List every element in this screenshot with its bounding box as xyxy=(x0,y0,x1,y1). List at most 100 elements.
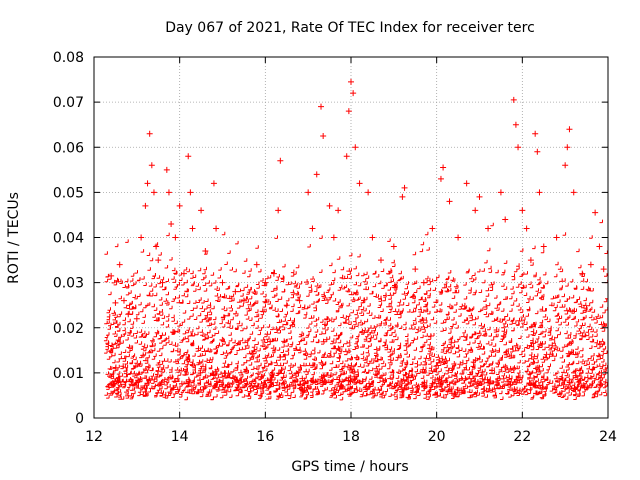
data-point xyxy=(318,103,325,110)
data-point xyxy=(189,225,196,232)
data-point xyxy=(150,189,157,196)
data-point xyxy=(180,270,187,277)
data-point xyxy=(497,189,504,196)
data-point xyxy=(253,261,260,268)
data-point xyxy=(277,157,284,164)
data-point xyxy=(570,189,577,196)
data-point xyxy=(116,261,123,268)
y-tick-label: 0.06 xyxy=(53,140,84,156)
data-point xyxy=(587,261,594,268)
x-tick-label: 16 xyxy=(256,429,274,445)
data-point xyxy=(390,243,397,250)
data-point xyxy=(472,207,479,214)
data-point xyxy=(142,202,149,209)
data-point xyxy=(275,207,282,214)
data-point xyxy=(534,148,541,155)
axes xyxy=(93,56,609,419)
data-point xyxy=(401,184,408,191)
data-point xyxy=(138,234,145,241)
data-point xyxy=(348,78,354,85)
data-point xyxy=(600,266,607,273)
data-point xyxy=(270,270,277,277)
y-tick-label: 0.03 xyxy=(53,276,84,292)
x-tick-label: 14 xyxy=(171,429,189,445)
data-point xyxy=(165,189,172,196)
data-point xyxy=(592,209,599,216)
y-tick-label: 0.07 xyxy=(53,95,84,111)
data-point xyxy=(313,171,320,178)
data-point xyxy=(527,257,534,264)
data-point xyxy=(146,130,153,137)
data-point xyxy=(108,272,115,279)
y-tick-label: 0.02 xyxy=(53,321,84,337)
y-tick-label: 0.04 xyxy=(53,231,84,247)
data-point xyxy=(163,166,170,173)
y-axis-label: ROTI / TECUs xyxy=(6,192,22,284)
data-point xyxy=(523,225,530,232)
y-tick-label: 0.08 xyxy=(53,50,84,66)
data-point xyxy=(512,121,519,128)
data-point xyxy=(213,225,220,232)
data-point xyxy=(440,164,447,171)
data-point xyxy=(566,126,573,133)
data-point xyxy=(377,257,384,264)
data-point xyxy=(219,279,226,286)
data-point xyxy=(420,279,427,286)
data-point xyxy=(553,234,560,241)
data-point xyxy=(519,207,526,214)
chart-title: Day 067 of 2021, Rate Of TEC Index for r… xyxy=(165,20,535,36)
x-axis-label: GPS time / hours xyxy=(291,459,408,475)
data-point xyxy=(185,153,192,160)
data-point xyxy=(437,175,444,182)
y-tick-label: 0 xyxy=(75,411,84,427)
tick-labels: 12 14 16 18 20 22 24 0 0.01 0.02 0.03 0.04 0.05 0.06 0… xyxy=(53,50,617,445)
data-point xyxy=(187,189,194,196)
data-point xyxy=(202,248,209,255)
data-point xyxy=(350,90,357,97)
data-point xyxy=(562,162,569,169)
data-point xyxy=(144,180,151,187)
data-point xyxy=(326,202,333,209)
data-point xyxy=(455,234,462,241)
data-point xyxy=(485,225,492,232)
point-cloud xyxy=(103,219,609,401)
data-point xyxy=(352,144,359,151)
data-point xyxy=(476,193,483,200)
data-point xyxy=(330,234,337,241)
data-point xyxy=(232,288,239,295)
y-tick-label: 0.05 xyxy=(53,185,84,201)
x-tick-label: 22 xyxy=(513,429,531,445)
y-tick-label: 0.01 xyxy=(53,366,84,382)
data-point xyxy=(283,302,290,309)
data-point xyxy=(463,180,470,187)
data-point xyxy=(176,202,183,209)
data-point xyxy=(356,180,363,187)
data-point xyxy=(564,144,571,151)
data-point xyxy=(446,198,453,205)
data-point xyxy=(320,132,327,139)
data-point xyxy=(429,225,436,232)
data-point xyxy=(133,315,140,322)
data-point xyxy=(345,108,352,115)
data-point xyxy=(305,189,312,196)
data-point xyxy=(198,207,205,214)
data-point xyxy=(579,270,586,277)
data-point xyxy=(369,234,376,241)
data-point xyxy=(536,189,543,196)
data-point xyxy=(153,243,160,250)
data-point xyxy=(262,279,269,286)
x-tick-label: 24 xyxy=(599,429,617,445)
data-point xyxy=(510,96,517,103)
data-point xyxy=(412,266,419,273)
data-point xyxy=(210,180,217,187)
data-point xyxy=(168,220,175,227)
data-point xyxy=(155,257,162,264)
data-point xyxy=(596,243,603,250)
data-point xyxy=(125,311,132,318)
x-tick-label: 12 xyxy=(85,429,103,445)
data-point xyxy=(296,297,303,304)
data-point xyxy=(532,130,539,137)
data-points xyxy=(103,78,609,401)
x-tick-label: 18 xyxy=(342,429,360,445)
